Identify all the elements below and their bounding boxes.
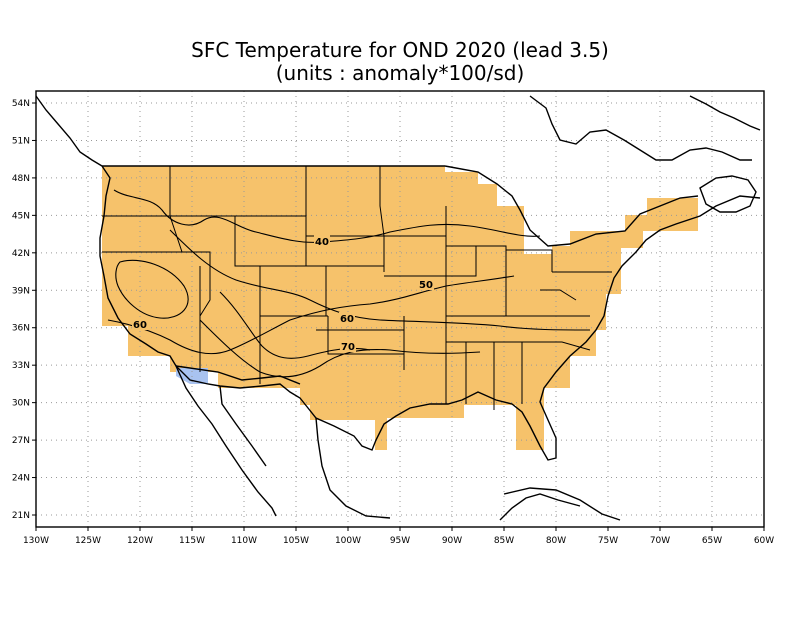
contour-labels: 40 50 60 70 60 [132,235,434,353]
contour-label: 70 [341,342,355,353]
latitude-label: 54N [12,99,30,109]
contour-label-background [339,312,355,324]
cuba [503,487,621,521]
longitude-label: 125W [75,536,101,546]
positive-anomaly-region [102,166,698,450]
longitude-label: 75W [598,536,618,546]
labrador-coast [689,95,761,131]
longitude-label: 115W [179,536,205,546]
anomaly-shading [102,166,698,450]
contour-label-background [314,235,330,247]
latitude-label: 45N [12,211,30,221]
longitude-label: 100W [335,536,361,546]
contour-label: 50 [419,280,433,291]
latitude-label: 51N [12,136,30,146]
longitude-label: 120W [127,536,153,546]
axis-labels: 130W 125W 120W 115W 110W 105W 100W 95W 90W 85W 80W… [12,99,774,546]
contour-label-background [340,340,356,352]
latitude-label: 48N [12,174,30,184]
canada-border [102,165,699,247]
canada-west-coast [35,95,103,167]
map-title: SFC Temperature for OND 2020 (lead 3.5) [191,38,609,62]
longitude-label: 65W [702,536,722,546]
state-borders [102,166,612,410]
latitude-label: 24N [12,474,30,484]
longitude-label: 70W [650,536,670,546]
newfoundland [699,175,757,213]
longitude-label: 80W [546,536,566,546]
longitude-label: 60W [754,536,774,546]
contour-label: 60 [340,314,354,325]
coastlines-and-borders [35,95,761,521]
longitude-label: 130W [23,536,49,546]
longitude-label: 105W [283,536,309,546]
latitude-label: 39N [12,286,30,296]
latitude-label: 27N [12,436,30,446]
longitude-label: 85W [494,536,514,546]
contour-label: 60 [133,320,147,331]
longitude-label: 110W [231,536,257,546]
baja-california [175,365,277,517]
mexico-gulf-coast [315,417,391,519]
longitude-label: 95W [390,536,410,546]
longitude-label: 90W [442,536,462,546]
map-subtitle: (units : anomaly*100/sd) [275,61,525,85]
us-outline [99,165,761,461]
contour-label: 40 [315,237,329,248]
latitude-label: 42N [12,249,30,259]
yucatan [499,493,581,521]
latitude-label: 21N [12,511,30,521]
latitude-label: 36N [12,324,30,334]
contour-label-background [418,278,434,290]
latitude-label: 30N [12,399,30,409]
latitude-label: 33N [12,361,30,371]
contour-label-background [132,318,148,330]
hudson-bay-coast [529,95,752,161]
